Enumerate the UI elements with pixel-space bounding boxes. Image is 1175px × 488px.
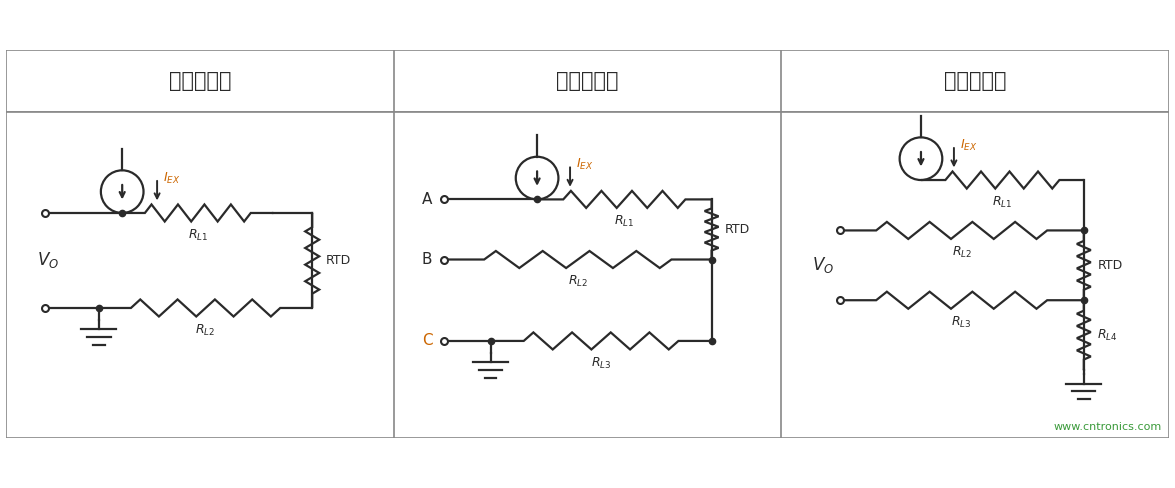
Text: $R_{L4}$: $R_{L4}$	[1097, 327, 1117, 343]
Text: $R_{L2}$: $R_{L2}$	[952, 245, 972, 260]
Text: $R_{L2}$: $R_{L2}$	[195, 323, 216, 338]
Text: B: B	[422, 252, 432, 267]
Text: $I_{EX}$: $I_{EX}$	[960, 138, 978, 153]
Text: RTD: RTD	[325, 254, 351, 267]
Text: $V_O$: $V_O$	[36, 250, 59, 270]
FancyBboxPatch shape	[394, 112, 781, 438]
FancyBboxPatch shape	[781, 112, 1169, 438]
Text: $V_O$: $V_O$	[812, 255, 834, 275]
Text: $R_{L2}$: $R_{L2}$	[568, 274, 588, 289]
Text: C: C	[422, 333, 432, 348]
Text: $R_{L3}$: $R_{L3}$	[591, 356, 611, 371]
Text: 三线制接法: 三线制接法	[556, 71, 619, 91]
Text: $R_{L1}$: $R_{L1}$	[615, 214, 634, 229]
Text: $R_{L1}$: $R_{L1}$	[188, 228, 208, 243]
Text: $R_{L3}$: $R_{L3}$	[952, 315, 972, 330]
Text: 四线制接法: 四线制接法	[944, 71, 1007, 91]
Text: www.cntronics.com: www.cntronics.com	[1053, 422, 1161, 432]
Text: RTD: RTD	[1097, 259, 1122, 272]
FancyBboxPatch shape	[6, 112, 394, 438]
Text: A: A	[422, 192, 432, 207]
FancyBboxPatch shape	[394, 50, 781, 112]
Text: $R_{L1}$: $R_{L1}$	[992, 195, 1013, 210]
Text: 两线制接法: 两线制接法	[168, 71, 231, 91]
Text: $I_{EX}$: $I_{EX}$	[163, 170, 180, 185]
Text: RTD: RTD	[725, 223, 751, 236]
Text: $I_{EX}$: $I_{EX}$	[576, 157, 593, 172]
FancyBboxPatch shape	[6, 50, 394, 112]
FancyBboxPatch shape	[781, 50, 1169, 112]
